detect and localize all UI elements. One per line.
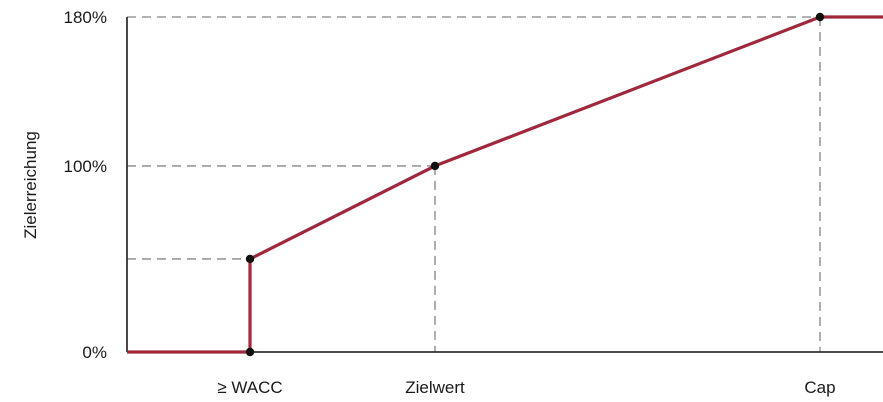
y-tick-0: 0% — [82, 343, 107, 362]
x-tick-cap: Cap — [804, 378, 835, 397]
reference-lines — [127, 16, 821, 352]
data-point-3 — [815, 12, 825, 22]
axes — [126, 17, 883, 353]
y-axis-label: Zielerreichung — [21, 131, 40, 239]
y-tick-labels: 0% 100% 180% — [64, 8, 107, 362]
y-tick-100: 100% — [64, 157, 107, 176]
x-tick-labels: ≥ WACC Zielwert Cap — [217, 378, 835, 397]
x-tick-zielwert: Zielwert — [405, 378, 465, 397]
x-tick-wacc: ≥ WACC — [217, 378, 282, 397]
data-point-0 — [245, 347, 255, 357]
series — [127, 15, 883, 354]
points — [245, 12, 825, 357]
data-point-2 — [430, 161, 440, 171]
y-tick-180: 180% — [64, 8, 107, 27]
series-line-0 — [127, 15, 883, 354]
data-point-1 — [245, 254, 255, 264]
